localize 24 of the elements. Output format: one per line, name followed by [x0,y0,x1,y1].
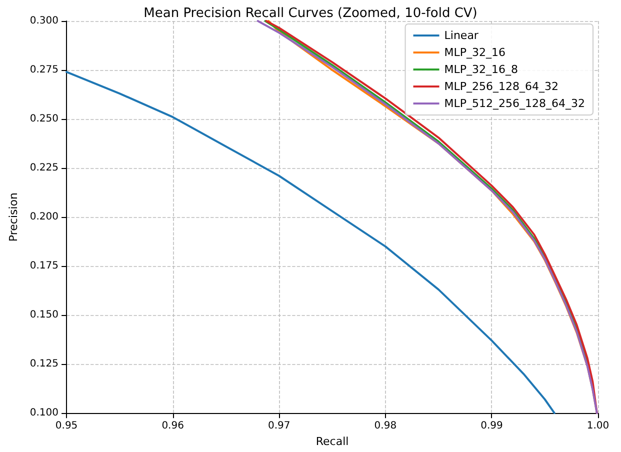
chart-title: Mean Precision Recall Curves (Zoomed, 10-fold CV) [144,6,478,21]
y-tick-label: 0.100 [30,408,59,419]
x-axis-title: Recall [316,435,349,448]
y-tick-label: 0.250 [30,114,59,125]
legend-label: MLP_512_256_128_64_32 [444,97,585,110]
legend-label: MLP_32_16_8 [444,63,518,76]
x-tick-label: 0.98 [374,420,397,432]
line-series [264,20,588,366]
y-tick-label: 0.275 [30,64,59,76]
y-tick-label: 0.125 [30,358,59,370]
legend-label: MLP_256_128_64_32 [444,80,559,93]
x-tick-label: 0.96 [162,420,184,432]
y-tick-label: 0.225 [30,162,59,174]
legend-label: MLP_32_16 [444,46,506,59]
legend-label: Linear [444,29,479,42]
y-axis-title: Precision [7,192,20,242]
y-tick-label: 0.175 [30,260,59,272]
y-tick-label: 0.300 [30,16,59,26]
x-tick-label: 1.00 [586,420,610,432]
x-tick-label: 0.99 [480,420,503,432]
x-tick-label: 0.95 [55,420,78,432]
y-tick-label: 0.150 [30,310,59,321]
y-tick-label: 0.200 [30,212,59,223]
x-tick-label: 0.97 [268,420,290,432]
